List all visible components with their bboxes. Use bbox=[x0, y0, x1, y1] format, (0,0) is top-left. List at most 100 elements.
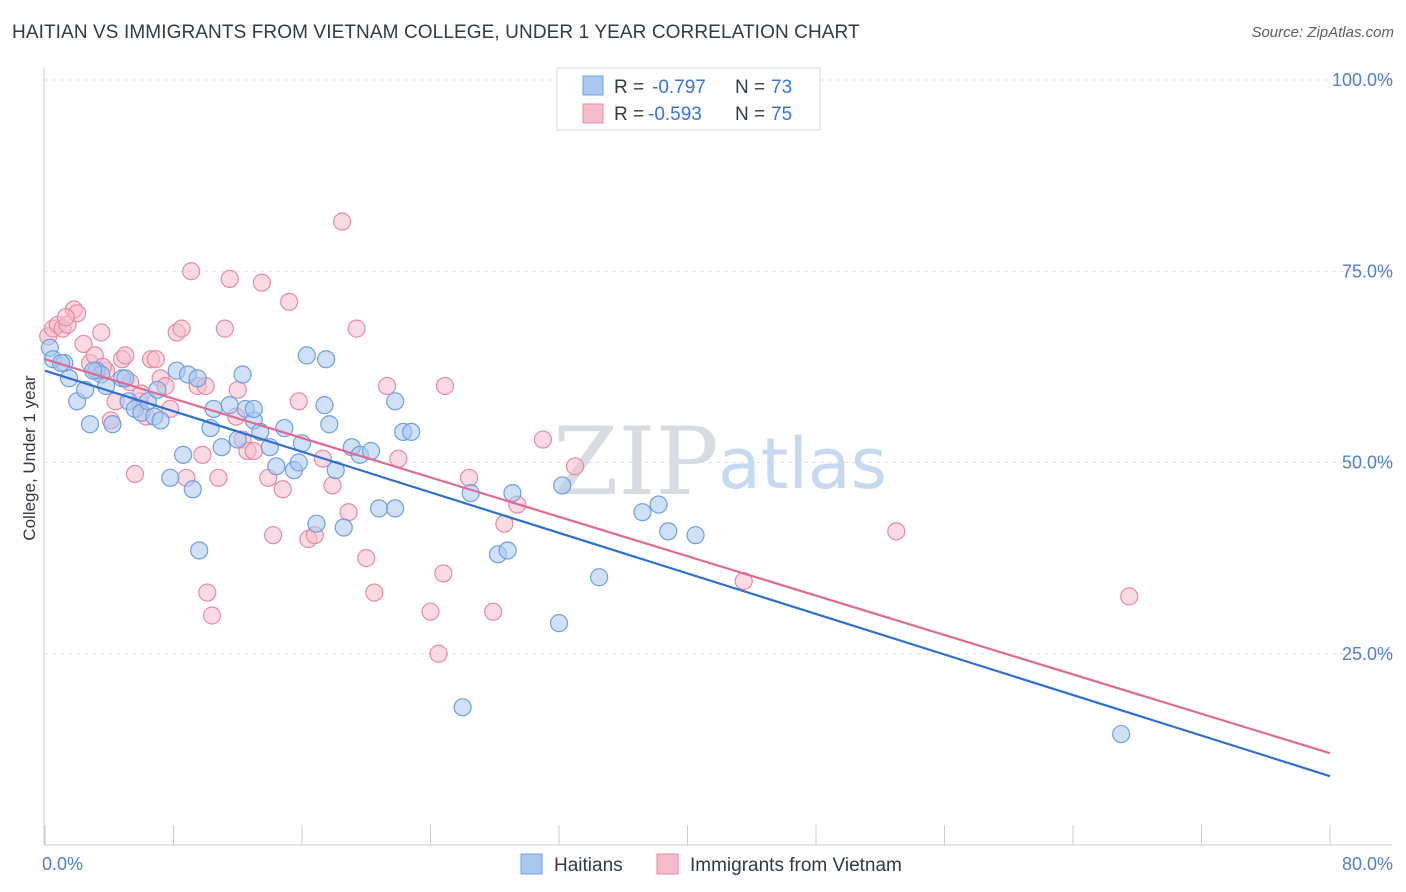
bottom-legend-swatch-vietnam bbox=[656, 853, 679, 875]
haitians-point-63 bbox=[686, 526, 705, 545]
vietnam-point-66 bbox=[565, 457, 585, 476]
legend-r-label-2: R = bbox=[614, 104, 644, 125]
bottom-legend-swatch-haitians bbox=[520, 853, 543, 875]
haitians-point-61 bbox=[649, 495, 668, 514]
y-tick-label-0: 100.0% bbox=[1332, 70, 1393, 90]
vietnam-point-73 bbox=[56, 308, 75, 327]
haitians-point-72 bbox=[316, 350, 336, 369]
haitians-point-37 bbox=[289, 453, 308, 472]
haitians-point-51 bbox=[402, 422, 421, 441]
haitians-point-55 bbox=[498, 541, 517, 560]
vietnam-point-43 bbox=[273, 480, 292, 499]
y-tick-labels: 100.0% 75.0% 50.0% 25.0% bbox=[1332, 70, 1393, 664]
vietnam-point-61 bbox=[459, 468, 479, 487]
legend-r-label-1: R = bbox=[614, 77, 644, 98]
axes bbox=[43, 68, 1392, 846]
watermark-atlas: atlas bbox=[718, 423, 887, 505]
vietnam-point-68 bbox=[887, 522, 906, 541]
legend-n-value-1: 73 bbox=[771, 77, 792, 98]
y-tick-label-2: 50.0% bbox=[1342, 453, 1393, 473]
vietnam-point-45 bbox=[289, 392, 308, 411]
x-tick-label-0: 0.0% bbox=[42, 854, 83, 874]
legend-swatch-vietnam bbox=[582, 103, 604, 124]
y-tick-label-3: 25.0% bbox=[1342, 644, 1393, 664]
trend-line-haitians bbox=[44, 369, 1331, 778]
y-tick-label-1: 75.0% bbox=[1342, 261, 1393, 281]
haitians-point-20 bbox=[174, 445, 193, 464]
haitians-point-64 bbox=[453, 698, 472, 717]
vietnam-point-42 bbox=[263, 526, 283, 545]
vietnam-point-32 bbox=[202, 606, 222, 625]
vietnam-point-17 bbox=[125, 464, 145, 484]
vietnam-point-39 bbox=[244, 441, 263, 461]
haitians-point-58 bbox=[549, 614, 569, 633]
vietnam-point-55 bbox=[378, 376, 397, 396]
haitians-point-26 bbox=[212, 438, 231, 457]
legend-r-value-2: -0.593 bbox=[648, 104, 702, 125]
vietnam-point-71 bbox=[228, 380, 247, 399]
correlation-legend: R = -0.797 N = 73 R = -0.593 N = 75 bbox=[556, 67, 821, 131]
legend-n-value-2: 75 bbox=[771, 104, 792, 125]
vietnam-point-26 bbox=[172, 319, 191, 338]
haitians-point-40 bbox=[307, 514, 326, 533]
trend-lines bbox=[44, 358, 1331, 778]
y-axis-label: College, Under 1 year bbox=[20, 375, 39, 541]
vietnam-point-35 bbox=[220, 269, 239, 288]
haitians-point-71 bbox=[244, 399, 263, 419]
legend-r-value-1: -0.797 bbox=[652, 77, 706, 98]
vietnam-point-28 bbox=[182, 262, 201, 281]
vietnam-point-30 bbox=[193, 445, 212, 464]
vietnam-point-49 bbox=[323, 476, 342, 495]
vietnam-point-10 bbox=[92, 323, 111, 342]
vietnam-point-31 bbox=[198, 583, 217, 602]
vietnam-point-50 bbox=[333, 212, 352, 231]
vietnam-point-65 bbox=[533, 430, 553, 449]
vietnam-point-69 bbox=[1120, 587, 1139, 606]
watermark: ZIP atlas bbox=[553, 408, 887, 517]
vietnam-point-21 bbox=[146, 350, 165, 369]
haitians-point-59 bbox=[590, 568, 609, 587]
vietnam-point-34 bbox=[215, 319, 234, 338]
vietnam-point-7 bbox=[74, 334, 93, 354]
vietnam-point-54 bbox=[365, 583, 384, 602]
haitians-point-41 bbox=[315, 396, 334, 415]
haitians-point-10 bbox=[103, 415, 122, 434]
x-tick-labels: 0.0% 80.0% bbox=[42, 854, 1393, 874]
haitians-point-65 bbox=[1112, 724, 1131, 744]
x-tick-label-1: 80.0% bbox=[1342, 854, 1393, 874]
vietnam-point-51 bbox=[339, 503, 358, 522]
vietnam-point-15 bbox=[116, 346, 135, 365]
haitians-point-29 bbox=[233, 365, 252, 384]
vietnam-point-40 bbox=[252, 273, 271, 292]
haitians-point-17 bbox=[151, 411, 170, 430]
haitians-point-60 bbox=[633, 503, 652, 522]
haitians-point-49 bbox=[386, 499, 405, 518]
haitians-point-22 bbox=[183, 480, 202, 499]
legend-n-label-1: N = bbox=[735, 77, 765, 98]
haitians-point-18 bbox=[161, 468, 180, 487]
haitians-point-62 bbox=[659, 522, 678, 541]
vietnam-point-62 bbox=[484, 602, 503, 621]
trend-line-vietnam bbox=[44, 358, 1331, 755]
haitians-point-34 bbox=[267, 457, 286, 476]
haitians-point-48 bbox=[370, 499, 389, 518]
vietnam-point-44 bbox=[280, 292, 299, 311]
series-legend: Haitians Immigrants from Vietnam bbox=[520, 853, 902, 876]
bottom-legend-label-haitians: Haitians bbox=[554, 855, 623, 876]
haitians-point-23 bbox=[190, 541, 209, 560]
vietnam-point-33 bbox=[209, 468, 228, 487]
haitians-point-6 bbox=[80, 415, 100, 434]
bottom-legend-label-vietnam: Immigrants from Vietnam bbox=[690, 855, 902, 876]
haitians-point-70 bbox=[188, 369, 207, 388]
vietnam-point-58 bbox=[429, 644, 448, 663]
haitians-point-52 bbox=[386, 392, 405, 411]
haitians-point-27 bbox=[220, 396, 239, 415]
haitians-point-39 bbox=[297, 346, 316, 365]
legend-swatch-haitians bbox=[582, 75, 604, 96]
chart-title: HAITIAN VS IMMIGRANTS FROM VIETNAM COLLE… bbox=[12, 22, 860, 43]
vietnam-point-60 bbox=[435, 376, 455, 396]
vietnam-point-59 bbox=[434, 564, 453, 583]
source-credit: Source: ZipAtlas.com bbox=[1251, 24, 1394, 41]
vietnam-point-57 bbox=[421, 602, 440, 621]
